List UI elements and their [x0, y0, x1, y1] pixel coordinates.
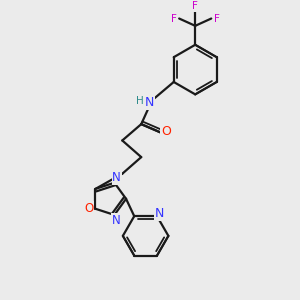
Text: O: O: [161, 125, 171, 138]
Text: N: N: [154, 207, 164, 220]
Text: F: F: [214, 14, 220, 23]
Text: N: N: [145, 96, 154, 109]
Text: N: N: [112, 214, 120, 227]
Text: F: F: [171, 14, 177, 23]
Text: F: F: [192, 1, 198, 11]
Text: N: N: [112, 171, 121, 184]
Text: O: O: [84, 202, 94, 215]
Text: H: H: [136, 96, 144, 106]
